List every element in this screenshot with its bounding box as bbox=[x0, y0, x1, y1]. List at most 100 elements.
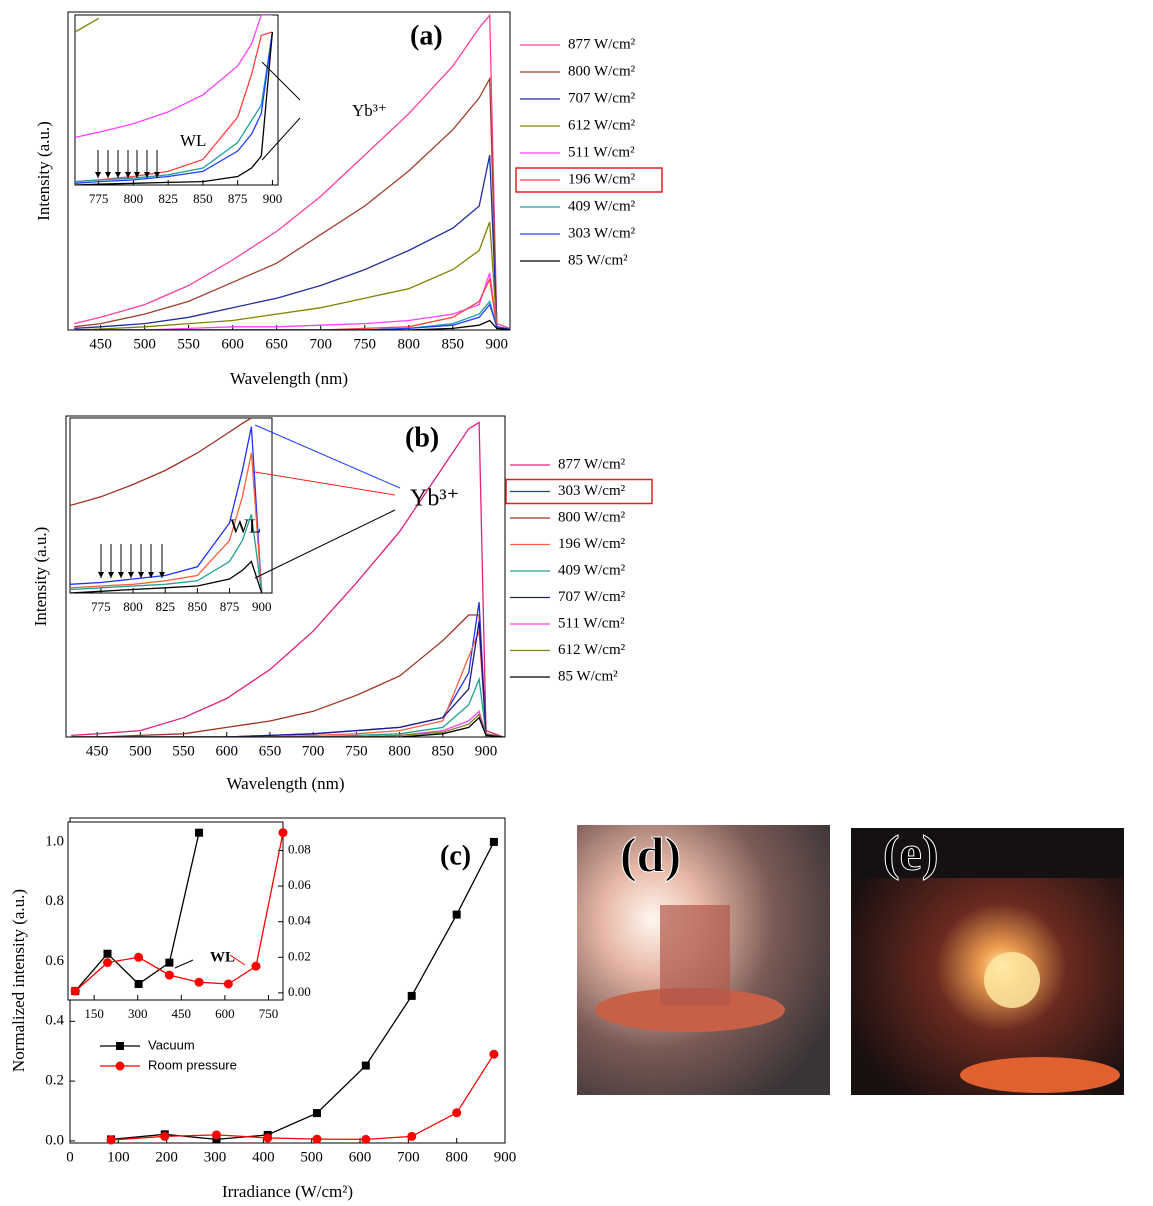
y-tick-label: 0.8 bbox=[45, 893, 64, 909]
panel-label: (c) bbox=[440, 840, 471, 871]
marker bbox=[70, 986, 80, 996]
x-tick-label: 850 bbox=[432, 743, 455, 759]
legend-label: 85 W/cm² bbox=[558, 668, 618, 684]
arrow bbox=[174, 959, 194, 969]
x-tick-label: 500 bbox=[300, 1149, 323, 1165]
wl-arrow-head bbox=[128, 572, 134, 578]
wl-arrow-head bbox=[138, 572, 144, 578]
series-line bbox=[71, 716, 504, 737]
series-line bbox=[70, 560, 263, 593]
series-line bbox=[71, 614, 504, 737]
y-axis-label: Normalized intensity (a.u.) bbox=[9, 889, 28, 1072]
y-tick-label: 1.0 bbox=[45, 833, 64, 849]
series-line bbox=[74, 221, 510, 330]
x-tick-label: 900 bbox=[263, 191, 283, 206]
marker bbox=[103, 949, 112, 958]
series-line bbox=[71, 713, 504, 737]
marker bbox=[134, 952, 144, 962]
x-tick-label: 600 bbox=[349, 1149, 372, 1165]
y2-tick-label: 0.00 bbox=[288, 984, 311, 999]
x-tick-label: 450 bbox=[89, 336, 112, 352]
arrow bbox=[261, 61, 301, 101]
series-line bbox=[74, 76, 510, 330]
series-line bbox=[75, 31, 274, 185]
x-tick-label: 800 bbox=[445, 1149, 468, 1165]
y2-tick-label: 0.04 bbox=[288, 913, 311, 928]
marker bbox=[211, 1130, 221, 1140]
wl-arrow-head bbox=[118, 572, 124, 578]
y-tick-label: 0.6 bbox=[45, 953, 64, 969]
y-axis-label: Intensity (a.u.) bbox=[34, 121, 53, 221]
legend-label: 707 W/cm² bbox=[558, 589, 626, 605]
series-line bbox=[74, 832, 283, 992]
x-tick-label: 900 bbox=[252, 599, 272, 614]
x-tick-label: 800 bbox=[397, 336, 420, 352]
legend-label: 196 W/cm² bbox=[558, 536, 626, 552]
marker bbox=[103, 958, 113, 968]
marker bbox=[489, 1049, 499, 1059]
marker bbox=[195, 828, 204, 837]
marker bbox=[452, 910, 461, 919]
x-tick-label: 100 bbox=[107, 1149, 130, 1165]
y-tick-label: 0.4 bbox=[45, 1013, 64, 1029]
x-tick-label: 800 bbox=[388, 743, 411, 759]
x-axis-label: Irradiance (W/cm²) bbox=[222, 1182, 353, 1201]
x-tick-label: 300 bbox=[128, 1006, 148, 1021]
annotation: WL bbox=[210, 949, 235, 965]
y-tick-label: 0.2 bbox=[45, 1073, 64, 1089]
arrow bbox=[254, 509, 396, 579]
y-axis-label: Intensity (a.u.) bbox=[31, 527, 50, 627]
wl-arrow-head bbox=[95, 172, 101, 178]
series-line bbox=[71, 621, 504, 737]
y2-tick-label: 0.02 bbox=[288, 948, 311, 963]
x-tick-label: 700 bbox=[309, 336, 332, 352]
series-line bbox=[75, 15, 273, 139]
series-line bbox=[74, 319, 510, 330]
series-line bbox=[74, 276, 510, 330]
marker bbox=[164, 970, 174, 980]
annotation: WL bbox=[180, 131, 206, 150]
x-tick-label: 150 bbox=[84, 1006, 104, 1021]
series-line bbox=[70, 426, 263, 593]
wl-arrow-head bbox=[108, 572, 114, 578]
x-tick-label: 700 bbox=[397, 1149, 420, 1165]
wl-arrow-head bbox=[105, 172, 111, 178]
x-tick-label: 900 bbox=[486, 336, 509, 352]
x-tick-label: 550 bbox=[172, 743, 195, 759]
x-tick-label: 600 bbox=[221, 336, 244, 352]
annotation: Yb³⁺ bbox=[352, 101, 387, 120]
arrow bbox=[261, 117, 301, 161]
series-line bbox=[70, 452, 263, 593]
x-tick-label: 700 bbox=[302, 743, 325, 759]
x-tick-label: 875 bbox=[228, 191, 248, 206]
marker bbox=[407, 991, 416, 1000]
series-line bbox=[70, 418, 252, 507]
wl-arrow-head bbox=[125, 172, 131, 178]
arrow bbox=[254, 424, 401, 489]
marker bbox=[160, 1131, 170, 1141]
inset-background bbox=[75, 15, 278, 185]
marker bbox=[165, 958, 174, 967]
series-line bbox=[71, 710, 504, 737]
x-tick-label: 875 bbox=[220, 599, 240, 614]
photo-d: (d) bbox=[577, 825, 830, 1095]
x-tick-label: 450 bbox=[86, 743, 109, 759]
marker bbox=[223, 979, 233, 989]
legend-label: 303 W/cm² bbox=[568, 225, 636, 241]
legend-label: 800 W/cm² bbox=[568, 63, 636, 79]
x-tick-label: 0 bbox=[66, 1149, 74, 1165]
series-line bbox=[71, 630, 504, 737]
marker bbox=[361, 1061, 370, 1070]
series-line bbox=[74, 13, 510, 330]
legend-label: 877 W/cm² bbox=[558, 456, 626, 472]
x-tick-label: 800 bbox=[123, 599, 143, 614]
marker bbox=[452, 1108, 462, 1118]
x-tick-label: 400 bbox=[252, 1149, 275, 1165]
wl-arrow-head bbox=[134, 172, 140, 178]
panel-label: (a) bbox=[410, 20, 443, 51]
x-tick-label: 600 bbox=[215, 743, 238, 759]
y2-tick-label: 0.06 bbox=[288, 877, 311, 892]
x-tick-label: 500 bbox=[129, 743, 152, 759]
x-tick-label: 775 bbox=[91, 599, 111, 614]
